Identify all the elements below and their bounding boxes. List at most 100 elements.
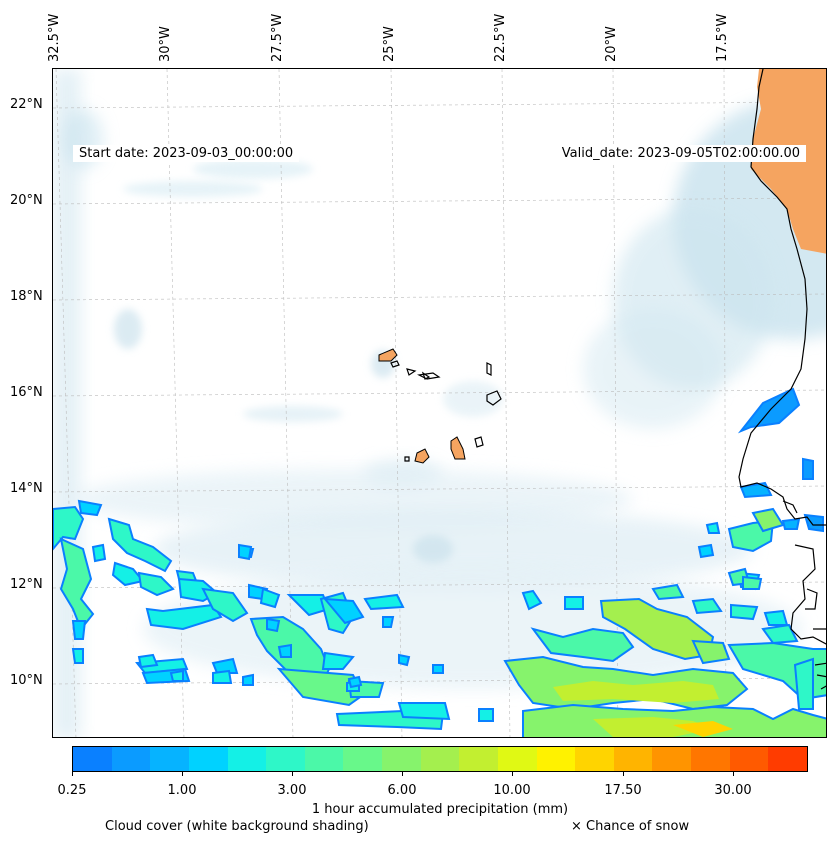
precipitation-field bbox=[53, 387, 826, 737]
cape-verde-island bbox=[414, 448, 430, 464]
colorbar-tick-label: 6.00 bbox=[387, 783, 417, 798]
colorbar-tick bbox=[402, 772, 403, 776]
colorbar-swatch bbox=[536, 747, 576, 771]
colorbar-swatch bbox=[652, 747, 691, 771]
colorbar-swatch bbox=[497, 747, 537, 771]
precip-cell bbox=[242, 673, 254, 686]
cape-verde-island bbox=[378, 348, 398, 362]
precip-cell bbox=[691, 597, 723, 615]
precip-cell bbox=[238, 543, 253, 561]
precip-cell bbox=[398, 653, 411, 667]
latitude-label: 14°N bbox=[10, 481, 43, 496]
precip-cell bbox=[91, 543, 107, 563]
precip-cell bbox=[137, 653, 159, 669]
colorbar-swatch bbox=[111, 747, 151, 771]
meridian-line bbox=[501, 69, 511, 737]
precip-cell bbox=[802, 457, 814, 480]
precip-cell bbox=[137, 571, 175, 597]
colorbar-swatch bbox=[459, 747, 498, 771]
longitude-label: 22.5°W bbox=[493, 13, 508, 62]
coastlines bbox=[390, 69, 826, 690]
colorbar-tick-label: 30.00 bbox=[714, 783, 752, 798]
precip-cell bbox=[705, 521, 721, 534]
colorbar-tick-label: 3.00 bbox=[277, 783, 307, 798]
precip-cell bbox=[71, 620, 87, 640]
longitude-label: 20°W bbox=[604, 26, 619, 62]
longitude-label: 30°W bbox=[158, 26, 173, 62]
colorbar-swatch bbox=[188, 747, 228, 771]
cloud-cover-note: Cloud cover (white background shading) bbox=[105, 819, 369, 834]
latitude-label: 16°N bbox=[10, 385, 43, 400]
precip-cell bbox=[266, 617, 281, 633]
precip-cell bbox=[564, 596, 584, 610]
precip-cell bbox=[432, 664, 444, 674]
colorbar-swatch bbox=[266, 747, 305, 771]
cape-verde-coast bbox=[417, 372, 441, 380]
meridian-line bbox=[612, 69, 619, 737]
precip-cell bbox=[321, 651, 355, 670]
precip-cell bbox=[691, 639, 731, 665]
cape-verde-coast bbox=[390, 360, 400, 368]
snow-chance-note: × Chance of snow bbox=[571, 819, 690, 834]
map-area[interactable]: Start date: 2023-09-03_00:00:00 Valid_da… bbox=[52, 68, 827, 738]
precip-cell bbox=[59, 537, 95, 631]
cape-verde-coast bbox=[404, 456, 410, 462]
precip-cell bbox=[742, 575, 763, 590]
cape-verde-coast bbox=[421, 371, 431, 380]
precip-cell bbox=[201, 587, 249, 623]
precip-cell bbox=[763, 609, 789, 626]
africa-coastline bbox=[782, 500, 826, 690]
precip-cell bbox=[521, 589, 543, 611]
precip-cell bbox=[761, 623, 799, 645]
africa-coastline bbox=[738, 69, 826, 526]
precip-cell bbox=[212, 669, 233, 684]
precip-cell bbox=[382, 616, 395, 628]
cape-verde-island bbox=[450, 436, 466, 460]
colorbar-tick-label: 10.00 bbox=[493, 783, 531, 798]
colorbar-tick bbox=[72, 772, 73, 776]
precip-cell bbox=[397, 702, 451, 721]
colorbar-tick bbox=[182, 772, 183, 776]
colorbar-tick bbox=[292, 772, 293, 776]
precip-cell bbox=[793, 657, 814, 710]
precip-cell bbox=[739, 481, 773, 499]
colorbar-swatch bbox=[613, 747, 653, 771]
precip-cell bbox=[553, 681, 719, 703]
meridian-line bbox=[723, 69, 727, 737]
cape-verde-coast bbox=[486, 362, 492, 376]
colorbar-title: 1 hour accumulated precipitation (mm) bbox=[311, 802, 569, 817]
precip-cell bbox=[277, 643, 292, 658]
longitude-label: 32.5°W bbox=[47, 13, 62, 62]
precip-cell bbox=[71, 648, 84, 664]
colorbar-swatch bbox=[304, 747, 344, 771]
cape-verde-coast bbox=[474, 436, 484, 448]
colorbar-tick-label: 17.50 bbox=[604, 783, 642, 798]
latitude-label: 20°N bbox=[10, 193, 43, 208]
precip-cell bbox=[530, 627, 635, 663]
longitude-label: 27.5°W bbox=[270, 13, 285, 62]
precip-cell bbox=[478, 708, 494, 722]
colorbar-tick bbox=[733, 772, 734, 776]
colorbar-swatch bbox=[150, 747, 189, 771]
colorbar-tick-label: 1.00 bbox=[167, 783, 197, 798]
parallel-line bbox=[53, 101, 826, 109]
precip-cell bbox=[363, 593, 405, 611]
cape-verde-coast bbox=[406, 368, 417, 376]
precip-cell bbox=[673, 721, 733, 737]
precip-cell bbox=[322, 597, 365, 625]
latitude-label: 10°N bbox=[10, 673, 43, 688]
precipitation-colorbar bbox=[72, 746, 808, 772]
colorbar-swatch bbox=[343, 747, 382, 771]
meridian-line bbox=[390, 69, 403, 737]
precip-cell bbox=[211, 657, 239, 674]
colorbar-swatch bbox=[691, 747, 730, 771]
precip-cell bbox=[276, 667, 365, 707]
colorbar-tick bbox=[623, 772, 624, 776]
colorbar-swatch bbox=[575, 747, 614, 771]
longitude-label: 25°W bbox=[382, 26, 397, 62]
precip-cell bbox=[77, 499, 103, 517]
precip-cell bbox=[111, 561, 145, 587]
map-canvas bbox=[53, 69, 826, 737]
colorbar-swatch bbox=[768, 747, 807, 771]
precip-cell bbox=[781, 517, 801, 530]
